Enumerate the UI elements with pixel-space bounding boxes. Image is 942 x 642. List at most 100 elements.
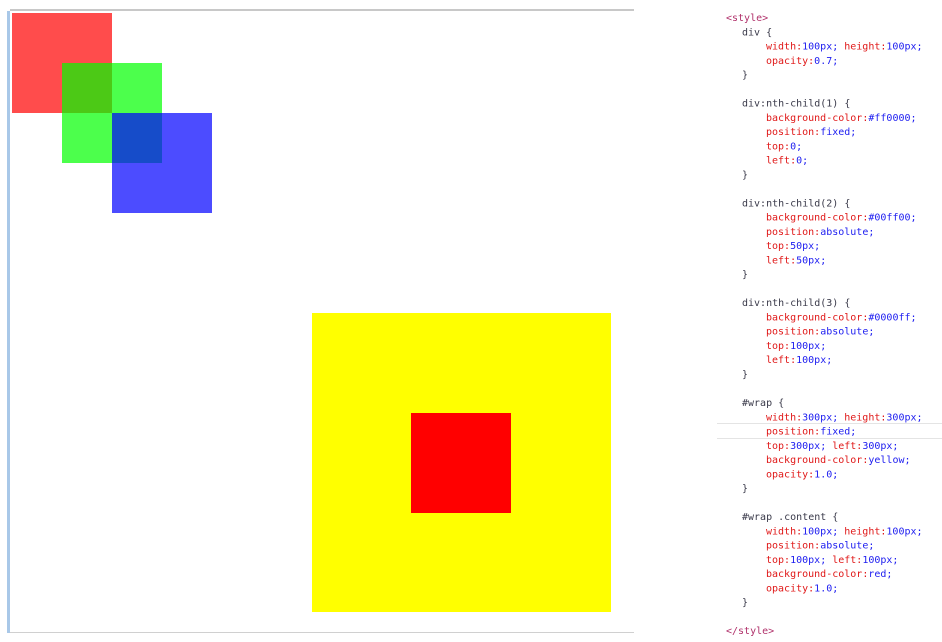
closing-brace: } (742, 170, 748, 181)
property: top: (766, 141, 790, 152)
selector: div:nth-child(3) { (742, 298, 850, 309)
property: position: (766, 327, 820, 338)
property: background-color: (766, 455, 868, 466)
value: 100px; (862, 555, 898, 566)
property: position: (766, 227, 820, 238)
value: absolute; (820, 327, 874, 338)
value: 100px; (802, 42, 838, 53)
property: height: (844, 412, 886, 423)
browser-bottom-border (10, 632, 634, 633)
value: 300px; (886, 412, 922, 423)
declaration-line: left:50px; (766, 255, 826, 266)
property: top: (766, 555, 790, 566)
value: 1.0; (814, 583, 838, 594)
declaration-line: background-color:#ff0000; (766, 113, 917, 124)
value: 100px; (790, 341, 826, 352)
value: 1.0; (814, 469, 838, 480)
property: opacity: (766, 469, 814, 480)
property: opacity: (766, 583, 814, 594)
value: yellow; (868, 455, 910, 466)
declaration-line: top:50px; (766, 241, 820, 252)
value: absolute; (820, 227, 874, 238)
declaration-line: width:300px; height:300px; (766, 412, 923, 423)
declaration-line: background-color:#0000ff; (766, 312, 917, 323)
declaration-line: position:fixed; (766, 427, 856, 438)
value: 100px; (802, 526, 838, 537)
value: 100px; (886, 526, 922, 537)
value: 100px; (886, 42, 922, 53)
declaration-line: top:100px; (766, 341, 826, 352)
property: top: (766, 441, 790, 452)
closing-brace: } (742, 370, 748, 381)
property: width: (766, 526, 802, 537)
value: red; (868, 569, 892, 580)
closing-brace: } (742, 598, 748, 609)
declaration-line: width:100px; height:100px; (766, 526, 923, 537)
property: background-color: (766, 312, 868, 323)
value: 0; (796, 156, 808, 167)
property: background-color: (766, 213, 868, 224)
property: position: (766, 541, 820, 552)
property: left: (832, 441, 862, 452)
value: 0; (790, 141, 802, 152)
property: position: (766, 427, 820, 438)
selector: #wrap { (742, 398, 784, 409)
selector: #wrap .content { (742, 512, 838, 523)
closing-brace: } (742, 270, 748, 281)
property: width: (766, 42, 802, 53)
browser-left-border (7, 11, 10, 633)
declaration-line: position:absolute; (766, 227, 874, 238)
declaration-line: position:fixed; (766, 127, 856, 138)
property: position: (766, 127, 820, 138)
value: 300px; (802, 412, 838, 423)
red-content (411, 413, 511, 513)
declaration-line: background-color:yellow; (766, 455, 911, 466)
property: left: (832, 555, 862, 566)
declaration-line: background-color:#00ff00; (766, 213, 917, 224)
yellow-wrap (312, 313, 611, 612)
declaration-line: left:100px; (766, 355, 832, 366)
current-line-highlight (717, 423, 942, 439)
declaration-line: opacity:1.0; (766, 469, 838, 480)
closing-brace: } (742, 70, 748, 81)
declaration-line: opacity:0.7; (766, 56, 838, 67)
value: #ff0000; (868, 113, 916, 124)
selector: div:nth-child(2) { (742, 198, 850, 209)
property: top: (766, 341, 790, 352)
style-close-tag: </style> (726, 626, 774, 637)
declaration-line: top:100px; left:100px; (766, 555, 898, 566)
value: #0000ff; (868, 312, 916, 323)
property: background-color: (766, 569, 868, 580)
property: height: (844, 42, 886, 53)
declaration-line: position:absolute; (766, 327, 874, 338)
selector: div { (742, 27, 772, 38)
value: 300px; (790, 441, 826, 452)
property: background-color: (766, 113, 868, 124)
property: top: (766, 241, 790, 252)
blue-square (112, 113, 212, 213)
property: left: (766, 156, 796, 167)
value: fixed; (820, 127, 856, 138)
declaration-line: left:0; (766, 156, 808, 167)
property: left: (766, 255, 796, 266)
selector: div:nth-child(1) { (742, 99, 850, 110)
declaration-line: width:100px; height:100px; (766, 42, 923, 53)
browser-top-border (10, 9, 634, 11)
property: height: (844, 526, 886, 537)
declaration-line: background-color:red; (766, 569, 892, 580)
declaration-line: opacity:1.0; (766, 583, 838, 594)
value: 50px; (796, 255, 826, 266)
declaration-line: top:0; (766, 141, 802, 152)
value: 0.7; (814, 56, 838, 67)
value: #00ff00; (868, 213, 916, 224)
value: fixed; (820, 427, 856, 438)
value: 100px; (796, 355, 832, 366)
style-open-tag: <style> (726, 13, 768, 24)
value: 100px; (790, 555, 826, 566)
value: absolute; (820, 541, 874, 552)
closing-brace: } (742, 484, 748, 495)
property: left: (766, 355, 796, 366)
value: 300px; (862, 441, 898, 452)
